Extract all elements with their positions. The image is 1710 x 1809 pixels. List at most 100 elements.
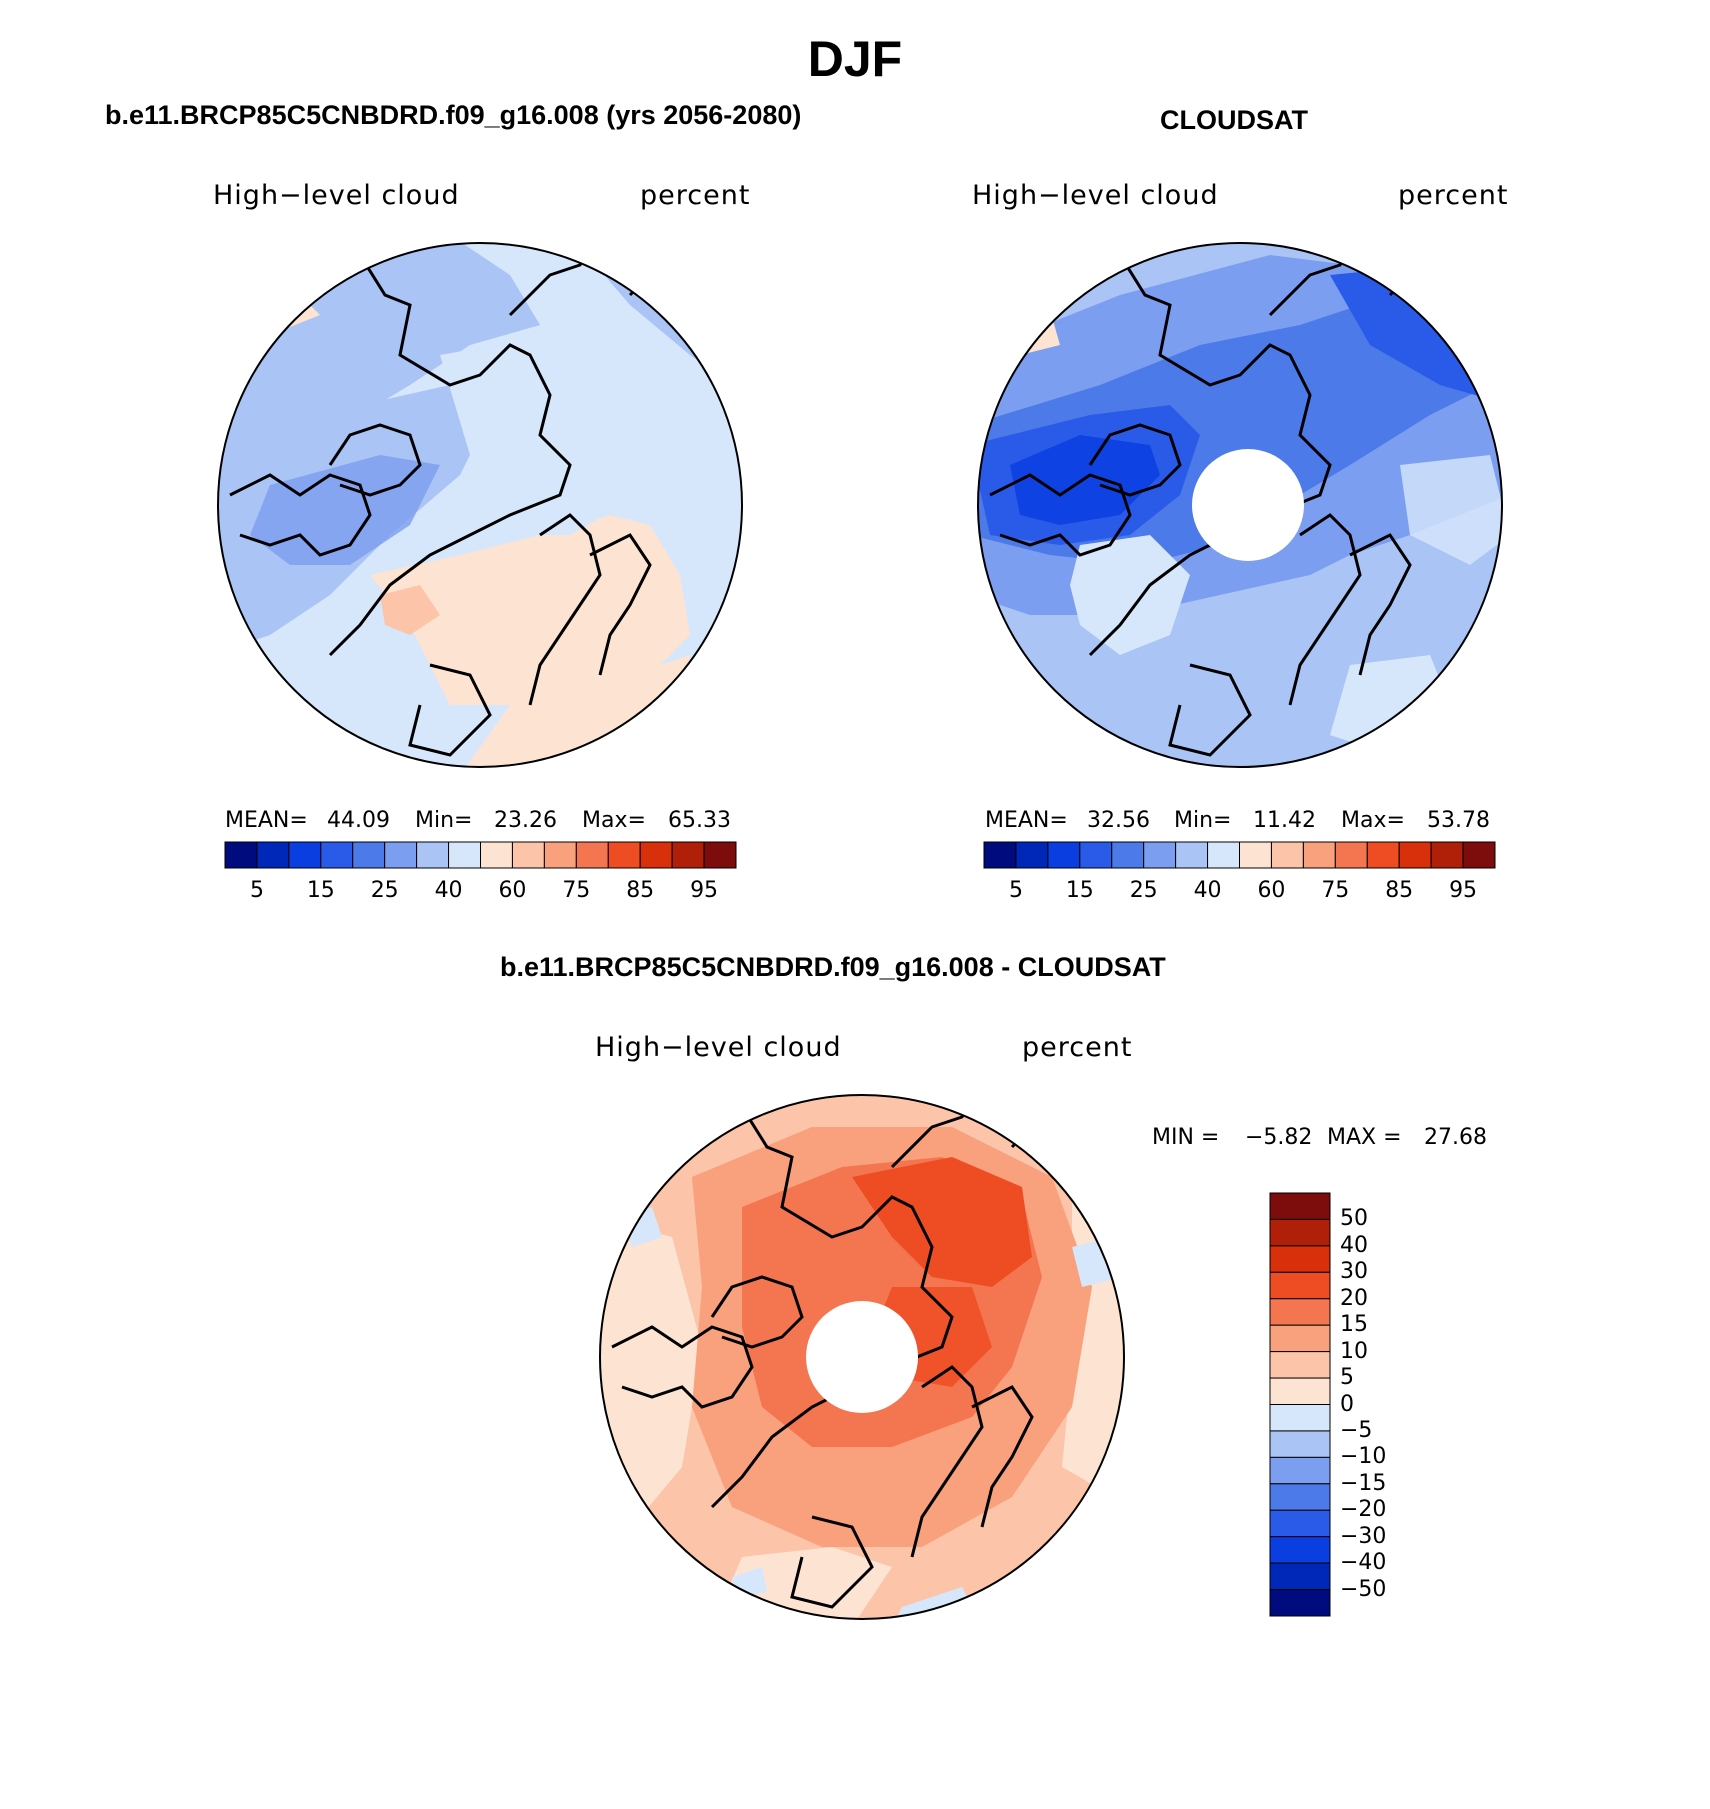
panel-1-min-value: 23.26 — [494, 808, 557, 833]
figure-title: DJF — [807, 31, 903, 87]
panel-1-colorbar — [224, 841, 737, 869]
colorbar-swatch — [480, 841, 513, 869]
colorbar-tick-label: 25 — [370, 878, 399, 903]
colorbar-swatch — [1398, 841, 1432, 869]
diff-colorbar-swatch — [1269, 1271, 1331, 1300]
panel-1-mean-label: MEAN= — [225, 808, 308, 833]
diff-colorbar-swatch — [1269, 1192, 1331, 1220]
panel-2-polar-map — [977, 242, 1503, 768]
colorbar-tick-label: 95 — [690, 878, 719, 903]
colorbar-tick-label: 40 — [1193, 878, 1222, 903]
colorbar-tick-label: 95 — [1449, 878, 1478, 903]
diff-colorbar-swatch — [1269, 1351, 1331, 1379]
colorbar-tick-label: 85 — [626, 878, 655, 903]
colorbar-tick-label: 25 — [1129, 878, 1158, 903]
colorbar-swatch — [1334, 841, 1368, 869]
colorbar-swatch — [511, 841, 545, 869]
diff-max-value: 27.68 — [1424, 1125, 1487, 1150]
colorbar-tick-label: 5 — [1008, 878, 1023, 903]
map-1-field-peach-south — [370, 515, 690, 705]
colorbar-swatch — [256, 841, 290, 869]
map-2-field-pale-patch-east — [1400, 455, 1502, 565]
diff-colorbar-swatch — [1269, 1298, 1331, 1326]
diff-colorbar-swatch — [1269, 1536, 1331, 1564]
map-3-pole-hole — [806, 1301, 918, 1413]
panel-1-mean-value: 44.09 — [327, 808, 390, 833]
panel-2-max-value: 53.78 — [1427, 808, 1490, 833]
colorbar-swatch — [575, 841, 609, 869]
diff-colorbar-tick-label: −5 — [1340, 1417, 1373, 1443]
colorbar-swatch — [1079, 841, 1113, 869]
diff-colorbar-swatch — [1269, 1562, 1331, 1591]
diff-colorbar-tick-label: 40 — [1340, 1232, 1368, 1258]
diff-min-label: MIN = — [1152, 1125, 1220, 1150]
panel-2-mean-value: 32.56 — [1087, 808, 1150, 833]
panel-1-min-label: Min= — [415, 808, 473, 833]
colorbar-tick-label: 75 — [1321, 878, 1350, 903]
panel-2-colorbar — [983, 841, 1496, 869]
colorbar-tick-label: 40 — [434, 878, 463, 903]
colorbar-swatch — [1302, 841, 1336, 869]
diff-colorbar-tick-label: 10 — [1340, 1338, 1368, 1364]
diff-min-value: −5.82 — [1245, 1125, 1313, 1150]
diff-colorbar-tick-label: −40 — [1340, 1550, 1387, 1576]
panel-2-units-label: percent — [1398, 180, 1509, 211]
diff-max-label: MAX = — [1327, 1125, 1402, 1150]
colorbar-swatch — [1462, 841, 1496, 869]
colorbar-swatch — [639, 841, 673, 869]
map-1-border — [217, 242, 743, 768]
diff-panel-variable-label: High−level cloud — [595, 1032, 842, 1063]
colorbar-swatch — [224, 841, 258, 869]
diff-colorbar-swatch — [1269, 1430, 1331, 1458]
diff-colorbar-tick-label: 15 — [1340, 1312, 1368, 1338]
colorbar-tick-label: 60 — [498, 878, 527, 903]
map-2-coastline — [989, 243, 1432, 757]
panel-1-max-label: Max= — [582, 808, 646, 833]
diff-colorbar — [1269, 1192, 1331, 1617]
diff-colorbar-tick-label: −20 — [1340, 1497, 1387, 1523]
colorbar-swatch — [1111, 841, 1145, 869]
diff-colorbar-tick-label: 5 — [1340, 1365, 1354, 1391]
diff-colorbar-swatch — [1269, 1589, 1331, 1617]
map-2-pole-hole — [1192, 449, 1304, 561]
map-1-field-blue-core — [250, 455, 440, 565]
colorbar-swatch — [288, 841, 322, 869]
colorbar-swatch — [703, 841, 737, 869]
panel-1-max-value: 65.33 — [668, 808, 731, 833]
diff-panel-units-label: percent — [1022, 1032, 1133, 1063]
diff-colorbar-swatch — [1269, 1404, 1331, 1432]
panel-2-variable-label: High−level cloud — [972, 180, 1219, 211]
diff-colorbar-swatch — [1269, 1324, 1331, 1353]
map-1-field-salmon-patch — [380, 585, 440, 635]
diff-panel-polar-map — [599, 1094, 1125, 1620]
panel-2-min-value: 11.42 — [1253, 808, 1316, 833]
diff-panel-title: b.e11.BRCP85C5CNBDRD.f09_g16.008 - CLOUD… — [500, 952, 1166, 982]
colorbar-swatch — [384, 841, 418, 869]
diff-colorbar-swatch — [1269, 1218, 1331, 1247]
colorbar-swatch — [983, 841, 1017, 869]
map-3-coastline — [611, 1095, 1054, 1609]
diff-colorbar-swatch — [1269, 1483, 1331, 1511]
colorbar-swatch — [1015, 841, 1049, 869]
diff-colorbar-tick-label: −15 — [1340, 1470, 1387, 1496]
colorbar-swatch — [1239, 841, 1272, 869]
diff-colorbar-tick-label: 20 — [1340, 1285, 1368, 1311]
panel-2-max-label: Max= — [1341, 808, 1405, 833]
colorbar-swatch — [543, 841, 577, 869]
panel-2-mean-label: MEAN= — [985, 808, 1068, 833]
colorbar-swatch — [416, 841, 450, 869]
colorbar-swatch — [352, 841, 386, 869]
diff-colorbar-tick-label: −10 — [1340, 1444, 1387, 1470]
diff-colorbar-tick-label: 30 — [1340, 1259, 1368, 1285]
colorbar-swatch — [671, 841, 705, 869]
colorbar-tick-label: 15 — [306, 878, 335, 903]
colorbar-tick-label: 85 — [1385, 878, 1414, 903]
diff-colorbar-swatch — [1269, 1509, 1331, 1538]
diff-colorbar-swatch — [1269, 1456, 1331, 1485]
colorbar-tick-label: 75 — [562, 878, 591, 903]
diff-colorbar-swatch — [1269, 1377, 1331, 1405]
colorbar-tick-label: 5 — [249, 878, 264, 903]
diff-colorbar-swatch — [1269, 1245, 1331, 1273]
colorbar-swatch — [1366, 841, 1400, 869]
panel-2-title: CLOUDSAT — [1160, 105, 1308, 135]
